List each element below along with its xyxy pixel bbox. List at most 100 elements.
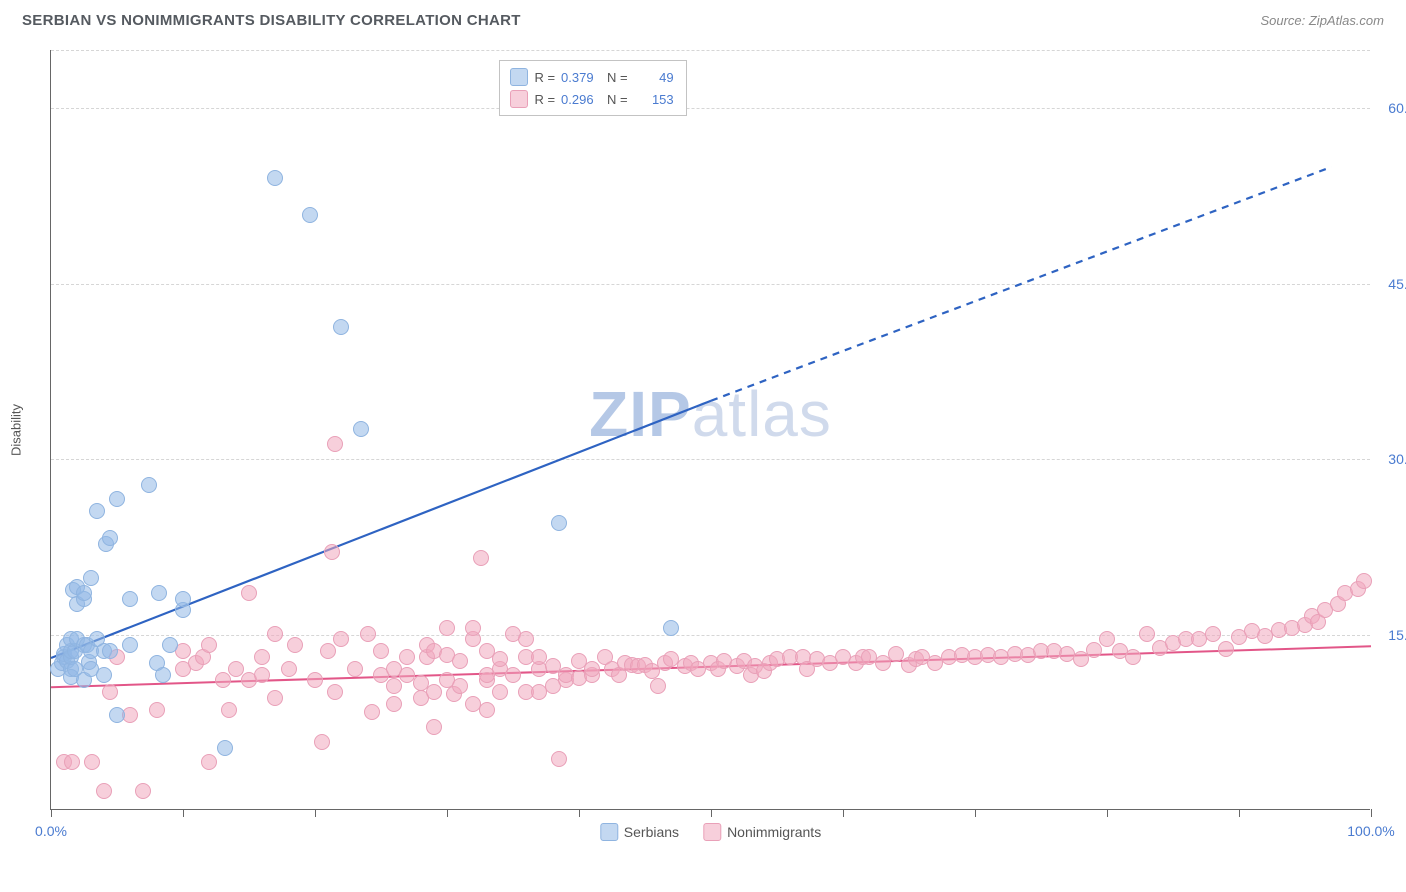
legend-item-nonimmigrants: Nonimmigrants	[703, 823, 821, 841]
scatter-point-serbians	[353, 421, 369, 437]
scatter-point-serbians	[267, 170, 283, 186]
r-label: R =	[534, 92, 555, 107]
scatter-point-nonimmigrants	[426, 719, 442, 735]
ytick-label: 30.0%	[1373, 451, 1406, 467]
scatter-point-nonimmigrants	[439, 620, 455, 636]
scatter-point-nonimmigrants	[281, 661, 297, 677]
scatter-point-nonimmigrants	[314, 734, 330, 750]
source-name: ZipAtlas.com	[1309, 13, 1384, 28]
scatter-point-serbians	[96, 667, 112, 683]
chart-area: Disability 15.0%30.0%45.0%60.0%0.0%100.0…	[50, 50, 1370, 810]
legend-row-serbians: R = 0.379 N = 49	[510, 66, 673, 88]
scatter-point-nonimmigrants	[386, 696, 402, 712]
scatter-point-serbians	[83, 570, 99, 586]
xtick-label: 100.0%	[1347, 823, 1394, 839]
legend-swatch-serbians	[510, 68, 528, 86]
scatter-point-nonimmigrants	[584, 661, 600, 677]
scatter-point-nonimmigrants	[221, 702, 237, 718]
scatter-point-nonimmigrants	[386, 678, 402, 694]
scatter-point-nonimmigrants	[426, 684, 442, 700]
scatter-point-nonimmigrants	[241, 585, 257, 601]
ytick-label: 60.0%	[1373, 100, 1406, 116]
legend-swatch-nonimmigrants	[510, 90, 528, 108]
scatter-point-serbians	[109, 491, 125, 507]
scatter-point-serbians	[663, 620, 679, 636]
scatter-point-nonimmigrants	[650, 678, 666, 694]
legend-marker-serbians	[600, 823, 618, 841]
watermark: ZIPatlas	[589, 377, 832, 451]
scatter-point-serbians	[302, 207, 318, 223]
legend-marker-nonimmigrants	[703, 823, 721, 841]
scatter-point-nonimmigrants	[267, 626, 283, 642]
scatter-point-nonimmigrants	[473, 550, 489, 566]
n-value-serbians: 49	[634, 70, 674, 85]
scatter-point-nonimmigrants	[399, 649, 415, 665]
scatter-point-nonimmigrants	[347, 661, 363, 677]
scatter-point-nonimmigrants	[254, 667, 270, 683]
scatter-point-nonimmigrants	[324, 544, 340, 560]
n-label: N =	[607, 92, 628, 107]
scatter-point-serbians	[162, 637, 178, 653]
r-value-nonimmigrants: 0.296	[561, 92, 601, 107]
scatter-point-nonimmigrants	[287, 637, 303, 653]
r-value-serbians: 0.379	[561, 70, 601, 85]
scatter-point-nonimmigrants	[492, 684, 508, 700]
scatter-point-nonimmigrants	[327, 436, 343, 452]
scatter-point-nonimmigrants	[360, 626, 376, 642]
scatter-point-nonimmigrants	[452, 653, 468, 669]
scatter-point-nonimmigrants	[327, 684, 343, 700]
legend-row-nonimmigrants: R = 0.296 N = 153	[510, 88, 673, 110]
watermark-zip: ZIP	[589, 378, 692, 450]
scatter-point-nonimmigrants	[201, 754, 217, 770]
header: SERBIAN VS NONIMMIGRANTS DISABILITY CORR…	[0, 0, 1406, 37]
scatter-point-nonimmigrants	[149, 702, 165, 718]
watermark-atlas: atlas	[692, 378, 832, 450]
scatter-point-nonimmigrants	[1099, 631, 1115, 647]
scatter-point-nonimmigrants	[1218, 641, 1234, 657]
scatter-point-nonimmigrants	[228, 661, 244, 677]
scatter-point-nonimmigrants	[320, 643, 336, 659]
chart-title: SERBIAN VS NONIMMIGRANTS DISABILITY CORR…	[22, 12, 521, 29]
scatter-point-serbians	[76, 585, 92, 601]
scatter-point-nonimmigrants	[267, 690, 283, 706]
source-label: Source:	[1260, 13, 1308, 28]
scatter-point-nonimmigrants	[84, 754, 100, 770]
scatter-point-nonimmigrants	[135, 783, 151, 799]
scatter-point-serbians	[122, 637, 138, 653]
scatter-point-serbians	[333, 319, 349, 335]
scatter-point-serbians	[141, 477, 157, 493]
legend-label-serbians: Serbians	[624, 824, 679, 840]
scatter-point-nonimmigrants	[1205, 626, 1221, 642]
scatter-point-serbians	[102, 530, 118, 546]
trend-lines	[51, 50, 1370, 809]
scatter-point-nonimmigrants	[452, 678, 468, 694]
correlation-legend: R = 0.379 N = 49 R = 0.296 N = 153	[499, 60, 686, 116]
scatter-point-nonimmigrants	[551, 751, 567, 767]
scatter-point-nonimmigrants	[307, 672, 323, 688]
scatter-point-nonimmigrants	[364, 704, 380, 720]
scatter-point-nonimmigrants	[518, 631, 534, 647]
scatter-point-nonimmigrants	[102, 684, 118, 700]
scatter-point-nonimmigrants	[492, 651, 508, 667]
series-legend: Serbians Nonimmigrants	[600, 823, 821, 841]
scatter-point-nonimmigrants	[1125, 649, 1141, 665]
scatter-point-nonimmigrants	[1139, 626, 1155, 642]
scatter-point-nonimmigrants	[888, 646, 904, 662]
xtick-label: 0.0%	[35, 823, 67, 839]
scatter-point-serbians	[175, 591, 191, 607]
scatter-point-serbians	[102, 643, 118, 659]
trend-serbians-solid	[51, 401, 711, 658]
scatter-point-nonimmigrants	[96, 783, 112, 799]
scatter-point-serbians	[151, 585, 167, 601]
source: Source: ZipAtlas.com	[1260, 13, 1384, 28]
legend-item-serbians: Serbians	[600, 823, 679, 841]
scatter-point-serbians	[551, 515, 567, 531]
scatter-point-serbians	[155, 667, 171, 683]
scatter-point-nonimmigrants	[1356, 573, 1372, 589]
n-label: N =	[607, 70, 628, 85]
scatter-point-nonimmigrants	[215, 672, 231, 688]
n-value-nonimmigrants: 153	[634, 92, 674, 107]
scatter-point-nonimmigrants	[333, 631, 349, 647]
scatter-point-nonimmigrants	[254, 649, 270, 665]
scatter-point-serbians	[89, 503, 105, 519]
